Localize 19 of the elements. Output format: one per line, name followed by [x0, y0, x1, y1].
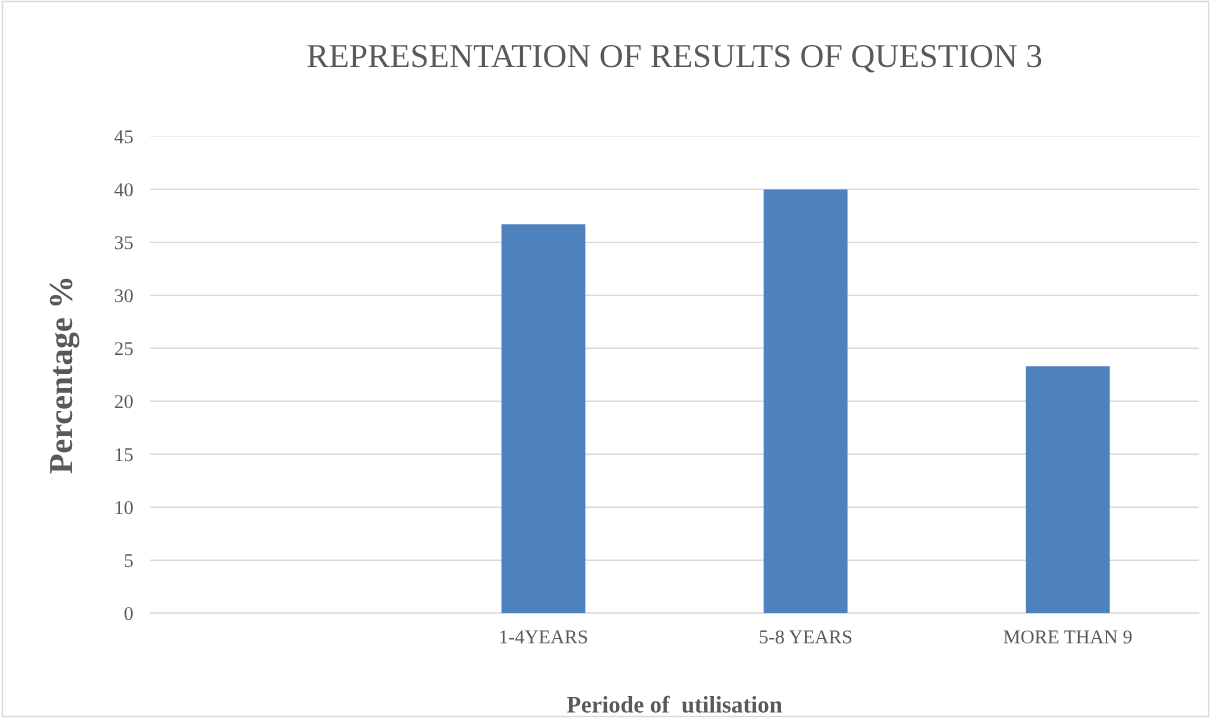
- y-tick-label: 0: [124, 606, 133, 621]
- x-tick-label: MORE THAN 9: [1003, 630, 1132, 644]
- y-tick-label: 45: [114, 130, 133, 144]
- y-tick-label: 25: [114, 342, 133, 356]
- bar: [501, 224, 586, 614]
- y-tick-label: 5: [124, 554, 133, 568]
- x-axis-title: Periode of utilisation: [567, 695, 783, 713]
- x-tick-label: 5-8 YEARS: [759, 630, 852, 644]
- y-axis-title: Percentage %: [49, 278, 80, 474]
- bar: [1025, 366, 1110, 614]
- y-tick-label: 40: [114, 183, 133, 197]
- chart-title: REPRESENTATION OF RESULTS OF QUESTION 3: [307, 44, 1042, 73]
- y-tick-label: 20: [114, 395, 133, 409]
- y-tick-label: 10: [115, 501, 133, 515]
- y-tick-label: 15: [115, 448, 133, 462]
- x-tick-label: 1-4YEARS: [500, 630, 588, 644]
- bar: [763, 189, 848, 614]
- y-tick-label: 35: [114, 236, 133, 250]
- y-tick-label: 30: [114, 289, 133, 303]
